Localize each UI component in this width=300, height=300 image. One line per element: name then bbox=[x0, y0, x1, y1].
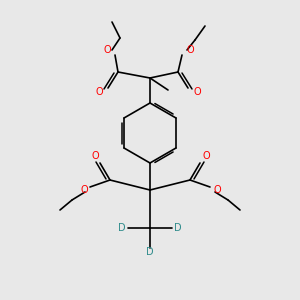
Text: D: D bbox=[174, 223, 182, 233]
Text: O: O bbox=[95, 87, 103, 97]
Text: O: O bbox=[193, 87, 201, 97]
Text: D: D bbox=[118, 223, 126, 233]
Text: O: O bbox=[186, 45, 194, 55]
Text: O: O bbox=[91, 151, 99, 161]
Text: O: O bbox=[202, 151, 210, 161]
Text: O: O bbox=[103, 45, 111, 55]
Text: O: O bbox=[213, 185, 221, 195]
Text: O: O bbox=[80, 185, 88, 195]
Text: D: D bbox=[146, 247, 154, 257]
